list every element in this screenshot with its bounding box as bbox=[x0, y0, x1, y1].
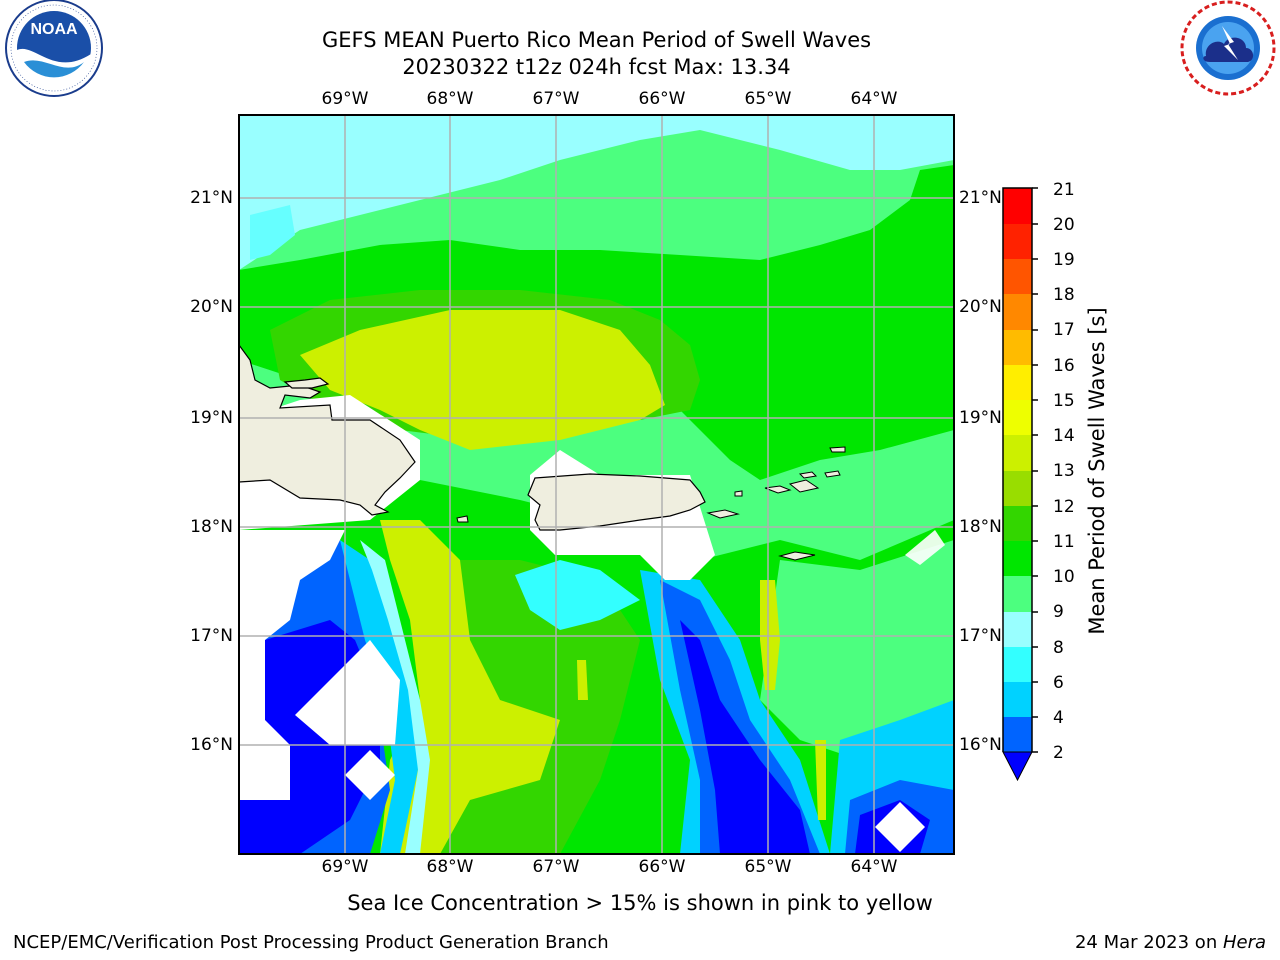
lon-tick-top: 66°W bbox=[638, 89, 686, 109]
sea-ice-note: Sea Ice Concentration > 15% is shown in … bbox=[347, 891, 933, 915]
lat-tick-right: 18°N bbox=[959, 517, 1002, 537]
colorbar-tick-label: 8 bbox=[1053, 638, 1064, 658]
colorbar-tick-label: 16 bbox=[1053, 356, 1075, 376]
lon-tick-bottom: 65°W bbox=[744, 857, 792, 877]
colorbar-tick-label: 14 bbox=[1053, 426, 1075, 446]
lon-tick-bottom: 67°W bbox=[532, 857, 580, 877]
colorbar-tick-label: 2 bbox=[1053, 743, 1064, 763]
lat-tick-right: 19°N bbox=[959, 408, 1002, 428]
lon-tick-top: 64°W bbox=[850, 89, 898, 109]
noaa-logo-text: NOAA bbox=[30, 21, 78, 38]
colorbar-tick-label: 17 bbox=[1053, 320, 1075, 340]
lon-tick-bottom: 69°W bbox=[321, 857, 369, 877]
colorbar-tick-label: 11 bbox=[1053, 532, 1075, 552]
footer-credit: NCEP/EMC/Verification Post Processing Pr… bbox=[13, 932, 609, 953]
lat-tick-left: 20°N bbox=[190, 297, 233, 317]
footer-date-text: 24 Mar 2023 on bbox=[1074, 932, 1223, 953]
chart-subtitle: 20230322 t12z 024h fcst Max: 13.34 bbox=[402, 55, 791, 79]
lat-tick-left: 17°N bbox=[190, 626, 233, 646]
colorbar-tick-label: 21 bbox=[1053, 180, 1075, 200]
colorbar-tick-label: 19 bbox=[1053, 250, 1075, 270]
st-croix-island bbox=[778, 551, 816, 561]
virgin-islands bbox=[734, 471, 820, 497]
lat-tick-left: 21°N bbox=[190, 188, 233, 208]
mona-island bbox=[456, 515, 469, 523]
lon-tick-top: 65°W bbox=[744, 89, 792, 109]
lat-tick-right: 16°N bbox=[959, 735, 1002, 755]
nws-logo bbox=[1180, 0, 1276, 96]
lat-tick-right: 17°N bbox=[959, 626, 1002, 646]
colorbar-tick-label: 4 bbox=[1053, 708, 1064, 728]
lat-tick-left: 18°N bbox=[190, 517, 233, 537]
colorbar-title: Mean Period of Swell Waves [s] bbox=[1085, 307, 1109, 635]
lon-tick-bottom: 64°W bbox=[850, 857, 898, 877]
colorbar-tick-label: 10 bbox=[1053, 567, 1075, 587]
footer-machine-name: Hera bbox=[1222, 932, 1266, 953]
colorbar-tick-label: 18 bbox=[1053, 285, 1075, 305]
lat-tick-right: 20°N bbox=[959, 297, 1002, 317]
puerto-rico-landmass bbox=[527, 473, 706, 531]
colorbar-tick-label: 20 bbox=[1053, 215, 1075, 235]
lat-tick-left: 16°N bbox=[190, 735, 233, 755]
colorbar-tick-label: 6 bbox=[1053, 673, 1064, 693]
graticule bbox=[239, 115, 954, 854]
chart-title: GEFS MEAN Puerto Rico Mean Period of Swe… bbox=[321, 28, 872, 52]
lat-tick-left: 19°N bbox=[190, 408, 233, 428]
lon-tick-top: 69°W bbox=[321, 89, 369, 109]
tortuga-island bbox=[283, 377, 330, 389]
lon-tick-top: 67°W bbox=[532, 89, 580, 109]
footer-date: 24 Mar 2023 on Hera bbox=[1075, 932, 1266, 953]
lon-tick-top: 68°W bbox=[426, 89, 474, 109]
anegada-island bbox=[824, 446, 846, 478]
colorbar-tick-label: 15 bbox=[1053, 391, 1075, 411]
map-frame bbox=[238, 114, 955, 855]
noaa-logo: NOAA bbox=[5, 0, 103, 97]
lon-tick-bottom: 68°W bbox=[426, 857, 474, 877]
colorbar-tick-label: 9 bbox=[1053, 602, 1064, 622]
swell-period-field bbox=[239, 115, 954, 854]
vieques-island bbox=[706, 509, 740, 519]
lat-tick-right: 21°N bbox=[959, 188, 1002, 208]
colorbar-tick-label: 13 bbox=[1053, 461, 1075, 481]
lon-tick-bottom: 66°W bbox=[638, 857, 686, 877]
colorbar bbox=[1002, 187, 1038, 782]
colorbar-tick-label: 12 bbox=[1053, 497, 1075, 517]
